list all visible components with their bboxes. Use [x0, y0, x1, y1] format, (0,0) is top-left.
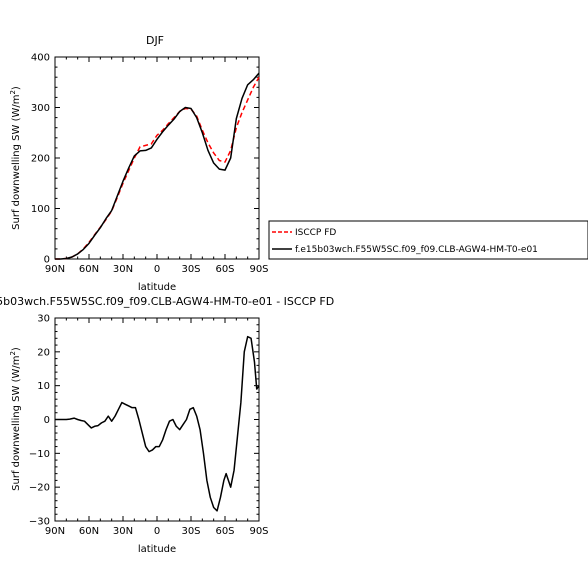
series-line-1: [55, 72, 260, 260]
bottom-y-axis-label-close: ): [11, 347, 22, 351]
y-tick-label: −30: [29, 517, 50, 528]
x-tick-label: 90N: [45, 264, 65, 275]
legend-label-model: f.e15b03wch.F55W5SC.f09_f09.CLB-AGW4-HM-…: [295, 245, 538, 255]
top-x-ticks: 90N 60N 30N 0 30S 60S 90S: [45, 57, 269, 275]
top-y-ticks: 0 100 200 300 400: [31, 53, 259, 266]
x-tick-label: 90N: [45, 526, 65, 537]
x-tick-label: 60S: [215, 526, 234, 537]
bottom-plot-frame: [54, 317, 260, 522]
y-tick-label: 300: [31, 103, 50, 114]
x-tick-label: 0: [154, 526, 160, 537]
top-panel: DJF 90N 60N 30N 0 30S 60S 90S 0 100 200 300 400 la…: [9, 34, 269, 293]
top-plot-frame: [54, 56, 260, 260]
y-tick-label: −10: [29, 449, 50, 460]
legend-label-isccp: ISCCP FD: [295, 228, 336, 238]
y-tick-label: 0: [44, 255, 50, 266]
bottom-series-lines: [55, 335, 260, 512]
top-title: DJF: [146, 34, 164, 47]
x-tick-label: 30N: [113, 526, 133, 537]
x-tick-label: 0: [154, 264, 160, 275]
x-tick-label: 30S: [181, 526, 200, 537]
y-tick-label: 400: [31, 53, 50, 64]
bottom-x-ticks: 90N 60N 30N 0 30S 60S 90S: [45, 318, 269, 537]
x-tick-label: 90S: [249, 264, 268, 275]
legend-box: [268, 220, 588, 260]
top-series-lines: [55, 72, 260, 260]
top-y-axis-label-main: Surf downwelling SW (W/m: [11, 95, 22, 230]
bottom-y-axis-label-sup: 2: [9, 351, 17, 355]
top-x-axis-label: latitude: [138, 282, 176, 293]
bottom-title: f.e15b03wch.F55W5SC.f09_f09.CLB-AGW4-HM-…: [0, 295, 334, 308]
x-tick-label: 30N: [113, 264, 133, 275]
bottom-y-ticks: −30 −20 −10 0 10 20 30: [29, 314, 259, 528]
legend: ISCCP FD f.e15b03wch.F55W5SC.f09_f09.CLB…: [268, 220, 588, 260]
bottom-y-axis-label-main: Surf downwelling SW (W/m: [11, 356, 22, 491]
y-tick-label: 100: [31, 204, 50, 215]
x-tick-label: 60N: [79, 264, 99, 275]
x-tick-label: 90S: [249, 526, 268, 537]
y-tick-label: 200: [31, 154, 50, 165]
y-tick-label: −20: [29, 483, 50, 494]
series-line-0: [55, 76, 260, 260]
bottom-x-axis-label: latitude: [138, 544, 176, 555]
top-y-axis-label: Surf downwelling SW (W/m2): [9, 86, 22, 230]
series-line-0: [55, 335, 260, 512]
x-tick-label: 30S: [181, 264, 200, 275]
x-tick-label: 60N: [79, 526, 99, 537]
x-tick-label: 60S: [215, 264, 234, 275]
top-y-axis-label-close: ): [11, 86, 22, 90]
y-tick-label: 20: [37, 347, 50, 358]
y-tick-label: 0: [44, 415, 50, 426]
y-tick-label: 30: [37, 314, 50, 325]
top-y-axis-label-sup: 2: [9, 90, 17, 94]
bottom-y-axis-label: Surf downwelling SW (W/m2): [9, 347, 22, 491]
y-tick-label: 10: [37, 381, 50, 392]
bottom-panel: f.e15b03wch.F55W5SC.f09_f09.CLB-AGW4-HM-…: [0, 295, 334, 555]
